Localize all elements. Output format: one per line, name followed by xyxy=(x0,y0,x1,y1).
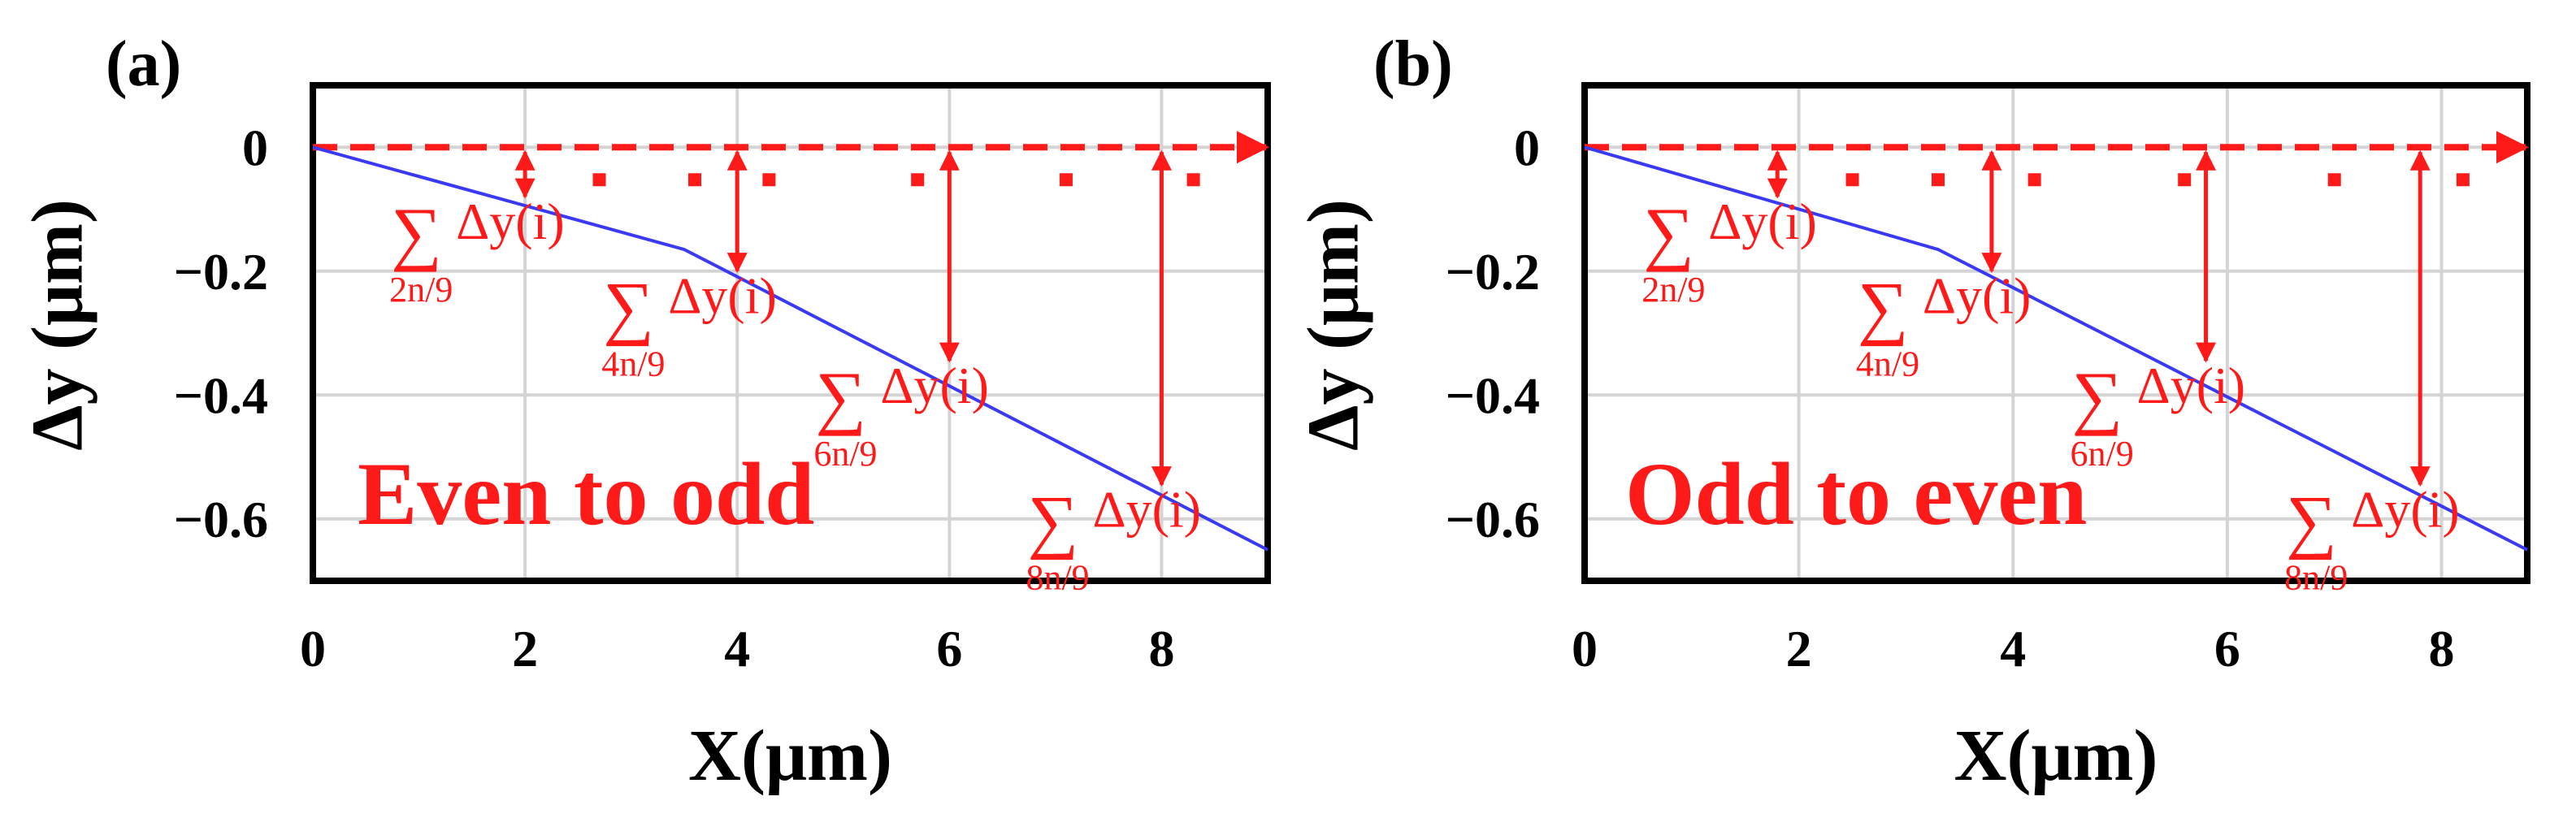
dot-marker xyxy=(2027,173,2041,187)
sum-symbol: ∑ xyxy=(2286,483,2337,561)
x-axis-label: X(μm) xyxy=(1954,716,2158,796)
x-tick-label: 4 xyxy=(2000,620,2026,677)
x-tick-label: 0 xyxy=(300,620,326,677)
y-tick-label: −0.6 xyxy=(1446,491,1540,548)
sum-label: Δy(i) xyxy=(456,193,565,250)
dot-marker xyxy=(688,173,701,187)
sum-subscript: 8n/9 xyxy=(2284,558,2348,598)
y-axis-label: Δy (μm) xyxy=(18,199,98,451)
axes-box xyxy=(1581,82,2530,584)
sum-subscript: 6n/9 xyxy=(813,434,877,474)
y-tick-label: 0 xyxy=(242,119,268,176)
chart-panel-a: 0 2 4 6 80−0.2−0.4−0.6X(μm)Δy (μm)(a)∑ Δy(i)2… xyxy=(18,28,1271,796)
sum-label: Δy(i) xyxy=(1092,481,1201,539)
panel-label: (a) xyxy=(106,28,181,100)
dot-marker xyxy=(1845,173,1859,187)
data-curve xyxy=(312,145,1268,552)
sum-subscript: 8n/9 xyxy=(1026,558,1089,598)
dot-marker xyxy=(592,173,606,187)
y-tick-label: −0.2 xyxy=(174,243,268,301)
chart-panel-b: 0 2 4 6 80−0.2−0.4−0.6X(μm)Δy (μm)(b)∑ Δy(i)2… xyxy=(1294,28,2530,796)
sum-subscript: 4n/9 xyxy=(601,344,665,384)
x-tick-label: 4 xyxy=(724,620,750,677)
y-axis-label: Δy (μm) xyxy=(1294,199,1374,451)
sum-symbol: ∑ xyxy=(391,194,442,273)
sum-subscript: 2n/9 xyxy=(1641,270,1705,309)
y-tick-label: −0.6 xyxy=(174,491,268,548)
dot-marker xyxy=(2178,173,2192,187)
x-tick-label: 8 xyxy=(2429,620,2455,677)
y-tick-label: −0.4 xyxy=(174,366,268,424)
dot-marker xyxy=(1932,173,1945,187)
x-tick-label: 2 xyxy=(512,620,538,677)
x-tick-label: 6 xyxy=(936,620,962,677)
sum-symbol: ∑ xyxy=(603,269,654,348)
dot-marker xyxy=(2327,173,2341,187)
sum-label: Δy(i) xyxy=(1708,193,1817,250)
x-tick-label: 6 xyxy=(2214,620,2240,677)
sum-subscript: 4n/9 xyxy=(1856,344,1919,384)
x-tick-label: 8 xyxy=(1148,620,1174,677)
panel-annotation: Odd to even xyxy=(1625,444,2087,543)
sum-label: Δy(i) xyxy=(880,357,989,414)
sum-label: Δy(i) xyxy=(2351,481,2460,539)
sum-subscript: 6n/9 xyxy=(2071,434,2134,474)
sum-symbol: ∑ xyxy=(1027,483,1078,561)
y-tick-label: −0.4 xyxy=(1446,366,1540,424)
sum-subscript: 2n/9 xyxy=(389,270,453,309)
dot-marker xyxy=(762,173,776,187)
axes-box xyxy=(310,82,1271,584)
dot-marker xyxy=(1186,173,1200,187)
dot-marker xyxy=(1059,173,1073,187)
dot-marker xyxy=(911,173,925,187)
sum-symbol: ∑ xyxy=(1858,269,1909,348)
x-tick-label: 0 xyxy=(1572,620,1598,677)
sum-label: Δy(i) xyxy=(1923,267,2032,325)
sum-symbol: ∑ xyxy=(815,358,866,437)
x-axis-label: X(μm) xyxy=(688,716,892,796)
y-tick-label: −0.2 xyxy=(1446,243,1540,301)
dot-marker xyxy=(2456,173,2470,187)
sum-symbol: ∑ xyxy=(2072,358,2123,437)
sum-label: Δy(i) xyxy=(2137,357,2246,414)
y-tick-label: 0 xyxy=(1514,119,1540,176)
data-curve xyxy=(1584,145,2528,552)
sum-label: Δy(i) xyxy=(668,267,777,325)
panel-annotation: Even to odd xyxy=(358,444,814,543)
panel-label: (b) xyxy=(1373,28,1453,100)
sum-symbol: ∑ xyxy=(1643,194,1694,273)
x-tick-label: 2 xyxy=(1786,620,1812,677)
